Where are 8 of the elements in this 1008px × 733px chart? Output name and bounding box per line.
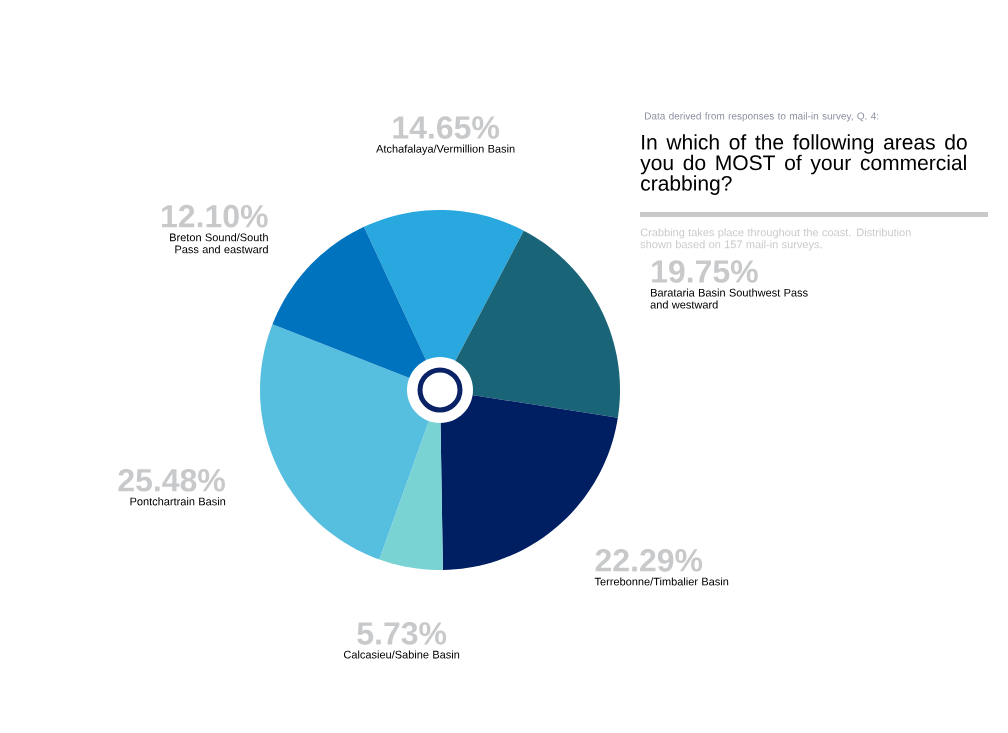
chart-subtitle: Data derived from responses to mail-in survey, Q. 4:: [645, 112, 879, 122]
text: In which of the following areas do you do MOST of your commercial crabbing?: [640, 134, 967, 195]
slice-label: Calcasieu/Sabine Basin: [343, 650, 460, 659]
slice-label: Pontchartrain Basin: [130, 497, 226, 506]
slice-label: Barataria Basin Southwest Pass and westward: [650, 288, 808, 309]
slice-label: Atchafalaya/Vermillion Basin: [376, 144, 515, 155]
slice-label: Breton Sound/South Pass and eastward: [170, 233, 268, 254]
slice-label: Terrebonne/Timbalier Basin: [594, 577, 729, 586]
